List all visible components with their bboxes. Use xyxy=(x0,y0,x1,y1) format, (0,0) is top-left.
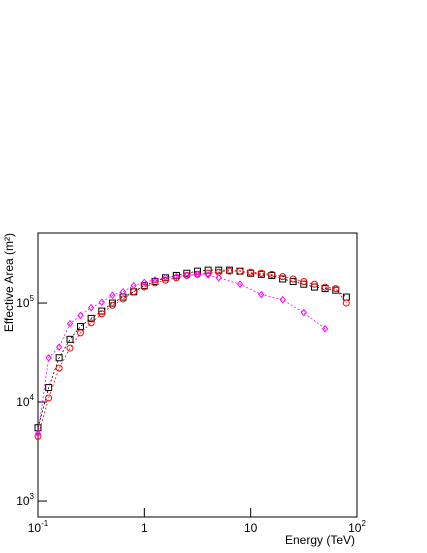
circle-marker xyxy=(268,270,276,278)
square-marker xyxy=(108,299,116,307)
diamond-marker xyxy=(321,324,329,333)
circle-marker xyxy=(98,310,106,318)
square-marker xyxy=(172,271,180,279)
circle-marker xyxy=(151,279,159,287)
diamond-marker xyxy=(119,287,127,296)
diamond-marker xyxy=(215,273,222,282)
circle-marker xyxy=(257,269,265,277)
circle-marker xyxy=(108,301,116,309)
tick-label-base: 10 xyxy=(16,296,30,310)
square-marker xyxy=(183,269,191,277)
circle-marker xyxy=(279,273,287,281)
circle-marker xyxy=(289,275,297,283)
diamond-marker xyxy=(300,308,307,317)
circle-marker xyxy=(172,274,180,282)
circle-marker xyxy=(55,364,63,372)
diamond-marker xyxy=(236,280,244,288)
diamond-marker xyxy=(279,295,286,304)
diamond-marker xyxy=(87,303,95,312)
square-marker xyxy=(55,354,63,362)
x-tick-label: 1 xyxy=(141,521,148,535)
circle-marker xyxy=(225,267,233,275)
circle-marker xyxy=(247,268,255,276)
diamond-marker xyxy=(173,272,180,281)
tick-label-base: 10 xyxy=(16,494,30,508)
circle-marker xyxy=(45,394,53,402)
diamond-marker xyxy=(109,291,116,299)
diamond-marker xyxy=(162,273,169,282)
diamond-marker xyxy=(77,311,84,320)
diamond-marker xyxy=(66,319,74,328)
circle-marker xyxy=(236,267,244,275)
tick-label-base: 10 xyxy=(348,521,362,535)
diamond-marker xyxy=(98,298,105,306)
y-tick-label: 105 xyxy=(16,294,34,310)
tick-label-exponent: -1 xyxy=(41,519,49,528)
circle-marker xyxy=(87,319,95,327)
diamond-marker xyxy=(151,275,159,284)
diamond-marker xyxy=(141,278,148,287)
tick-label-exponent: 3 xyxy=(30,492,35,501)
tick-label-exponent: 5 xyxy=(30,294,35,303)
tick-label-base: 10 xyxy=(16,395,30,409)
tick-label-exponent: 4 xyxy=(30,393,35,402)
series-line xyxy=(37,273,326,434)
square-marker xyxy=(300,280,308,288)
square-marker xyxy=(215,266,223,274)
tick-label-exponent: 2 xyxy=(361,519,366,528)
y-tick-label: 104 xyxy=(16,393,34,409)
square-marker xyxy=(87,314,95,322)
y-axis-label: Effective Area (m²) xyxy=(2,233,16,332)
x-axis-label: Energy (TeV) xyxy=(285,533,355,547)
square-marker xyxy=(66,335,74,343)
diamond-marker xyxy=(45,353,52,362)
circle-marker xyxy=(140,283,148,291)
circle-marker xyxy=(321,283,329,291)
diamond-marker xyxy=(55,343,63,351)
circle-marker xyxy=(332,285,340,293)
x-tick-label: 10 xyxy=(244,521,258,535)
x-tick-label: 102 xyxy=(348,519,366,535)
diamond-marker xyxy=(130,281,137,290)
circle-marker xyxy=(204,269,212,277)
x-tick-label: 10-1 xyxy=(28,519,49,535)
diamond-marker xyxy=(194,270,201,279)
square-marker xyxy=(279,275,287,283)
square-marker xyxy=(45,384,53,392)
diamond-marker xyxy=(258,290,265,299)
circle-marker xyxy=(310,280,318,288)
circle-marker xyxy=(342,299,350,307)
plot-frame xyxy=(37,232,358,518)
square-marker xyxy=(289,278,297,286)
square-marker xyxy=(342,293,350,301)
circle-marker xyxy=(66,344,74,352)
diamond-marker xyxy=(204,271,212,279)
circle-marker xyxy=(76,329,84,337)
circle-marker xyxy=(300,278,308,286)
series-line xyxy=(37,269,347,428)
y-tick-label: 103 xyxy=(16,492,34,508)
series-line xyxy=(37,270,347,437)
diamond-marker xyxy=(34,429,42,438)
tick-label-base: 10 xyxy=(28,521,42,535)
circle-marker xyxy=(119,295,127,303)
diamond-marker xyxy=(183,271,190,280)
